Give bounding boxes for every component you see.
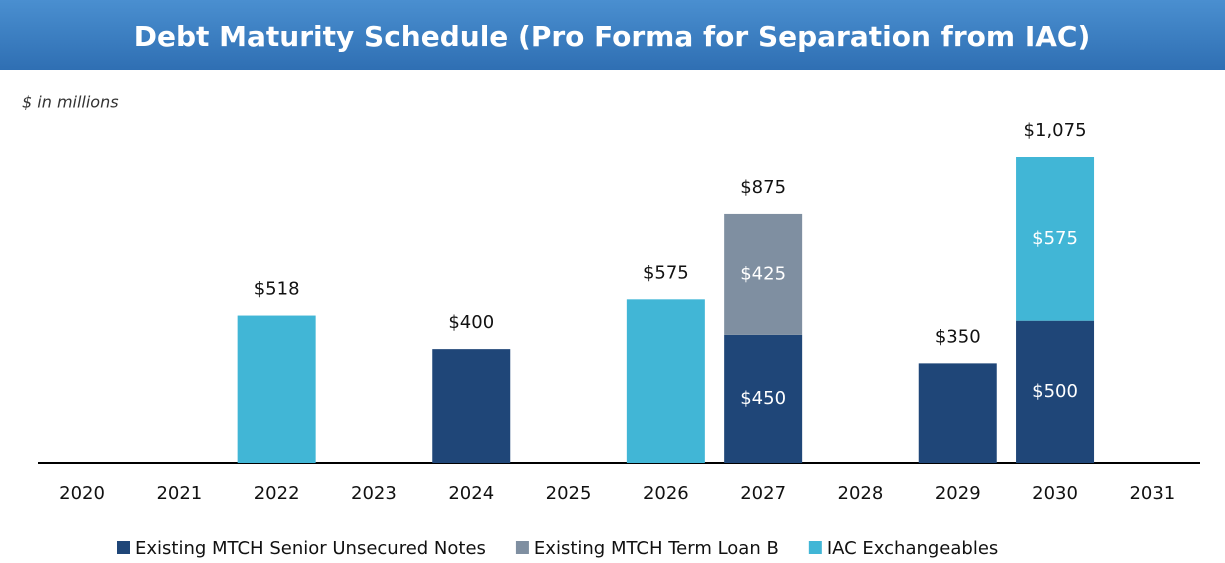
total-label: $400 — [448, 312, 494, 333]
x-tick-label: 2021 — [156, 483, 202, 504]
bar-segment — [1016, 320, 1095, 463]
bar-segment — [432, 349, 511, 463]
bar-segment — [724, 334, 803, 463]
segment-label: $575 — [1032, 228, 1078, 249]
legend-label: Existing MTCH Senior Unsecured Notes — [135, 538, 486, 559]
title-banner — [0, 0, 1225, 70]
legend-swatch — [117, 541, 130, 554]
bar-segment — [918, 363, 997, 463]
x-tick-label: 2023 — [351, 483, 397, 504]
x-tick-label: 2024 — [448, 483, 494, 504]
total-label: $575 — [643, 262, 689, 283]
legend-label: Existing MTCH Term Loan B — [534, 538, 779, 559]
segment-label: $450 — [740, 388, 786, 409]
legend-label: IAC Exchangeables — [827, 538, 998, 559]
bar-segment — [237, 315, 316, 463]
total-label: $350 — [935, 326, 981, 347]
chart-title: Debt Maturity Schedule (Pro Forma for Se… — [134, 20, 1091, 53]
total-label: $875 — [740, 177, 786, 198]
x-tick-label: 2025 — [546, 483, 592, 504]
segment-label: $425 — [740, 263, 786, 284]
x-tick-label: 2027 — [740, 483, 786, 504]
x-tick-label: 2020 — [59, 483, 105, 504]
subtitle: $ in millions — [22, 93, 119, 112]
legend-swatch — [808, 541, 822, 554]
x-tick-label: 2028 — [838, 483, 884, 504]
x-tick-label: 2031 — [1129, 483, 1175, 504]
bar-segment — [1016, 157, 1095, 321]
total-label: $518 — [254, 279, 300, 300]
x-tick-label: 2022 — [254, 483, 300, 504]
legend-swatch — [515, 541, 529, 554]
segment-label: $500 — [1032, 381, 1078, 402]
total-label: $1,075 — [1024, 120, 1087, 141]
x-tick-label: 2029 — [935, 483, 981, 504]
bar-segment — [724, 213, 803, 335]
bar-segment — [626, 299, 705, 463]
x-tick-label: 2030 — [1032, 483, 1078, 504]
x-tick-label: 2026 — [643, 483, 689, 504]
